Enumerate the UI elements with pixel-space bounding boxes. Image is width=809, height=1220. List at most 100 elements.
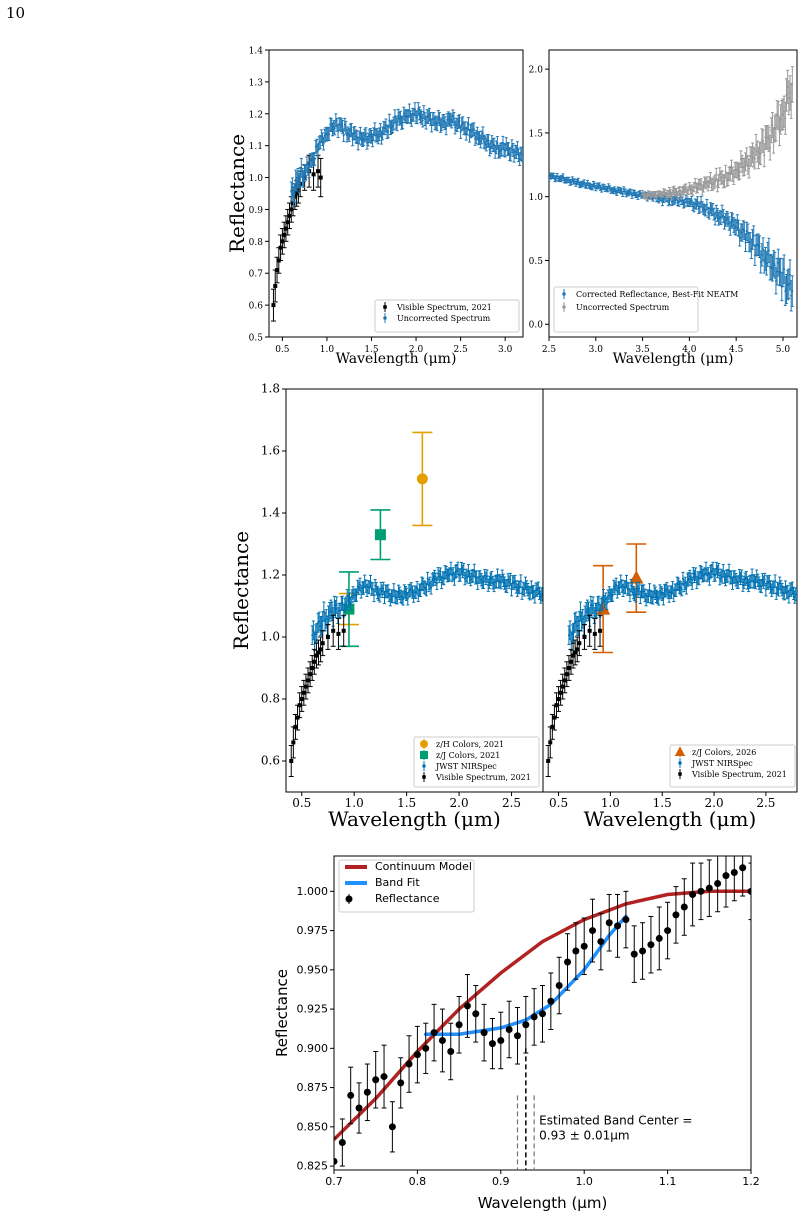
data-point bbox=[670, 195, 673, 198]
y-tick-label: 0.5 bbox=[249, 334, 264, 344]
data-point bbox=[728, 222, 731, 225]
data-point bbox=[620, 585, 623, 588]
plot-area bbox=[334, 856, 751, 1170]
data-point bbox=[550, 724, 555, 729]
legend-label: Visible Spectrum, 2021 bbox=[691, 770, 787, 779]
data-point bbox=[739, 577, 742, 580]
data-point bbox=[316, 169, 321, 174]
data-point bbox=[358, 136, 361, 139]
data-point bbox=[372, 133, 375, 136]
data-point bbox=[468, 576, 471, 579]
data-point bbox=[458, 120, 461, 123]
data-point bbox=[455, 569, 458, 572]
data-point bbox=[347, 1091, 355, 1099]
data-point bbox=[445, 571, 448, 574]
series-visible-spectrum-2021 bbox=[545, 614, 603, 777]
data-point bbox=[571, 633, 574, 636]
data-point bbox=[570, 640, 573, 643]
data-point bbox=[771, 124, 774, 127]
data-point bbox=[308, 672, 313, 677]
data-point bbox=[631, 587, 634, 590]
data-point bbox=[452, 117, 455, 120]
data-point bbox=[776, 587, 779, 590]
data-point bbox=[783, 110, 786, 113]
data-point bbox=[612, 585, 615, 588]
data-point bbox=[434, 578, 437, 581]
data-point bbox=[480, 578, 483, 581]
data-point bbox=[526, 588, 529, 591]
data-point bbox=[562, 678, 567, 683]
data-point bbox=[308, 170, 311, 173]
data-point bbox=[630, 584, 633, 587]
data-point bbox=[417, 594, 420, 597]
data-point bbox=[447, 1047, 455, 1055]
y-tick-label: 1.1 bbox=[249, 142, 263, 152]
data-point bbox=[318, 620, 321, 623]
data-point bbox=[746, 163, 749, 166]
data-point bbox=[547, 997, 555, 1005]
data-point bbox=[301, 176, 304, 179]
data-point bbox=[410, 118, 413, 121]
data-point bbox=[710, 569, 713, 572]
data-point bbox=[670, 591, 673, 594]
data-point bbox=[731, 219, 734, 222]
data-point bbox=[271, 303, 276, 308]
plot-area bbox=[549, 66, 794, 312]
y-tick-label: 1.6 bbox=[261, 444, 280, 458]
data-point bbox=[487, 584, 490, 587]
data-point bbox=[714, 217, 717, 220]
data-point bbox=[416, 473, 428, 485]
data-point bbox=[633, 593, 636, 596]
data-point bbox=[757, 582, 760, 585]
legend-marker bbox=[674, 746, 686, 756]
data-point bbox=[740, 575, 743, 578]
data-point bbox=[380, 136, 383, 139]
data-point bbox=[736, 169, 739, 172]
data-point bbox=[718, 577, 721, 580]
data-point bbox=[483, 574, 486, 577]
data-point bbox=[735, 226, 738, 229]
data-point bbox=[562, 175, 565, 178]
data-point bbox=[412, 595, 415, 598]
data-point bbox=[521, 592, 524, 595]
data-point bbox=[685, 586, 688, 589]
data-point bbox=[511, 580, 514, 583]
x-axis-label: Wavelength (μm) bbox=[584, 807, 757, 831]
data-point bbox=[717, 568, 720, 571]
data-point bbox=[589, 604, 592, 607]
data-point bbox=[597, 938, 605, 946]
data-point bbox=[752, 234, 755, 237]
data-point bbox=[766, 253, 769, 256]
data-point bbox=[555, 982, 563, 990]
data-point bbox=[334, 608, 337, 611]
data-point bbox=[629, 191, 632, 194]
data-point bbox=[766, 580, 769, 583]
data-point bbox=[791, 587, 794, 590]
data-point bbox=[737, 227, 740, 230]
data-point bbox=[357, 587, 360, 590]
data-point bbox=[516, 589, 519, 592]
legend-box bbox=[413, 736, 540, 788]
data-point bbox=[684, 186, 687, 189]
data-point bbox=[311, 634, 314, 637]
data-point bbox=[759, 152, 762, 155]
data-point bbox=[320, 624, 323, 627]
data-point bbox=[454, 126, 457, 129]
data-point bbox=[404, 591, 407, 594]
data-point bbox=[380, 1073, 388, 1081]
data-point bbox=[376, 591, 379, 594]
data-point bbox=[586, 608, 589, 611]
data-point bbox=[683, 584, 686, 587]
data-point bbox=[582, 635, 587, 639]
data-point bbox=[723, 576, 726, 579]
data-point bbox=[287, 213, 292, 218]
data-point bbox=[772, 139, 775, 142]
series-line bbox=[423, 914, 628, 1036]
data-point bbox=[335, 604, 338, 607]
y-tick-label: 1.8 bbox=[261, 382, 280, 396]
data-point bbox=[731, 173, 734, 176]
data-point bbox=[513, 154, 516, 157]
data-point bbox=[344, 126, 347, 129]
data-point bbox=[402, 112, 405, 115]
data-point bbox=[330, 124, 333, 127]
